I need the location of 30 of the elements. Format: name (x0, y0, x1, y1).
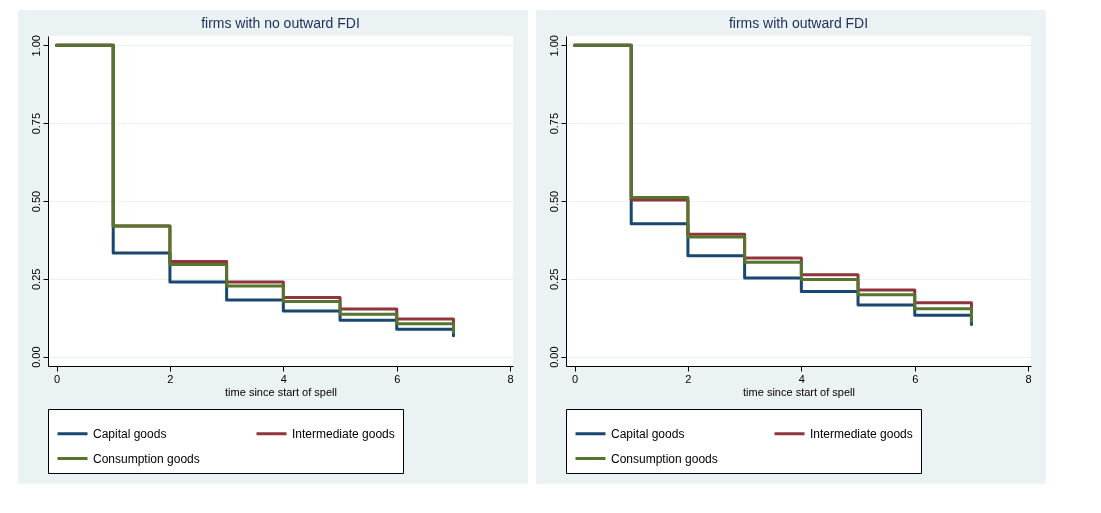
y-tick-label: 0.25 (547, 268, 560, 291)
legend-label: Intermediate goods (292, 426, 395, 441)
legend-label: Consumption goods (611, 451, 718, 466)
x-tick-label: 0 (53, 372, 61, 385)
y-tick-label: 0.25 (29, 268, 42, 291)
x-tick-label: 4 (280, 372, 287, 385)
chart-title: firms with no outward FDI (201, 14, 360, 31)
y-tick-label: 0.75 (29, 112, 42, 135)
y-tick-label: 0.00 (547, 346, 560, 368)
x-tick-label: 6 (912, 372, 919, 385)
legend-label: Consumption goods (93, 451, 200, 466)
legend-label: Intermediate goods (810, 426, 913, 441)
x-axis-title: time since start of spell (225, 385, 337, 398)
chart-title: firms with outward FDI (728, 14, 869, 31)
y-tick-label: 0.50 (29, 190, 42, 213)
y-tick-label: 0.75 (547, 112, 560, 135)
legend-label: Capital goods (93, 426, 167, 441)
x-tick-label: 8 (507, 372, 514, 385)
y-tick-label: 1.00 (29, 35, 42, 57)
x-axis-title: time since start of spell (743, 385, 855, 398)
x-tick-label: 6 (394, 372, 401, 385)
x-tick-label: 8 (1025, 372, 1032, 385)
x-tick-label: 4 (798, 372, 805, 385)
y-tick-label: 0.00 (29, 346, 42, 368)
x-tick-label: 2 (167, 372, 174, 385)
y-tick-label: 1.00 (547, 35, 560, 57)
x-tick-label: 2 (685, 372, 692, 385)
x-tick-label: 0 (571, 372, 579, 385)
y-tick-label: 0.50 (547, 190, 560, 213)
legend-label: Capital goods (611, 426, 685, 441)
